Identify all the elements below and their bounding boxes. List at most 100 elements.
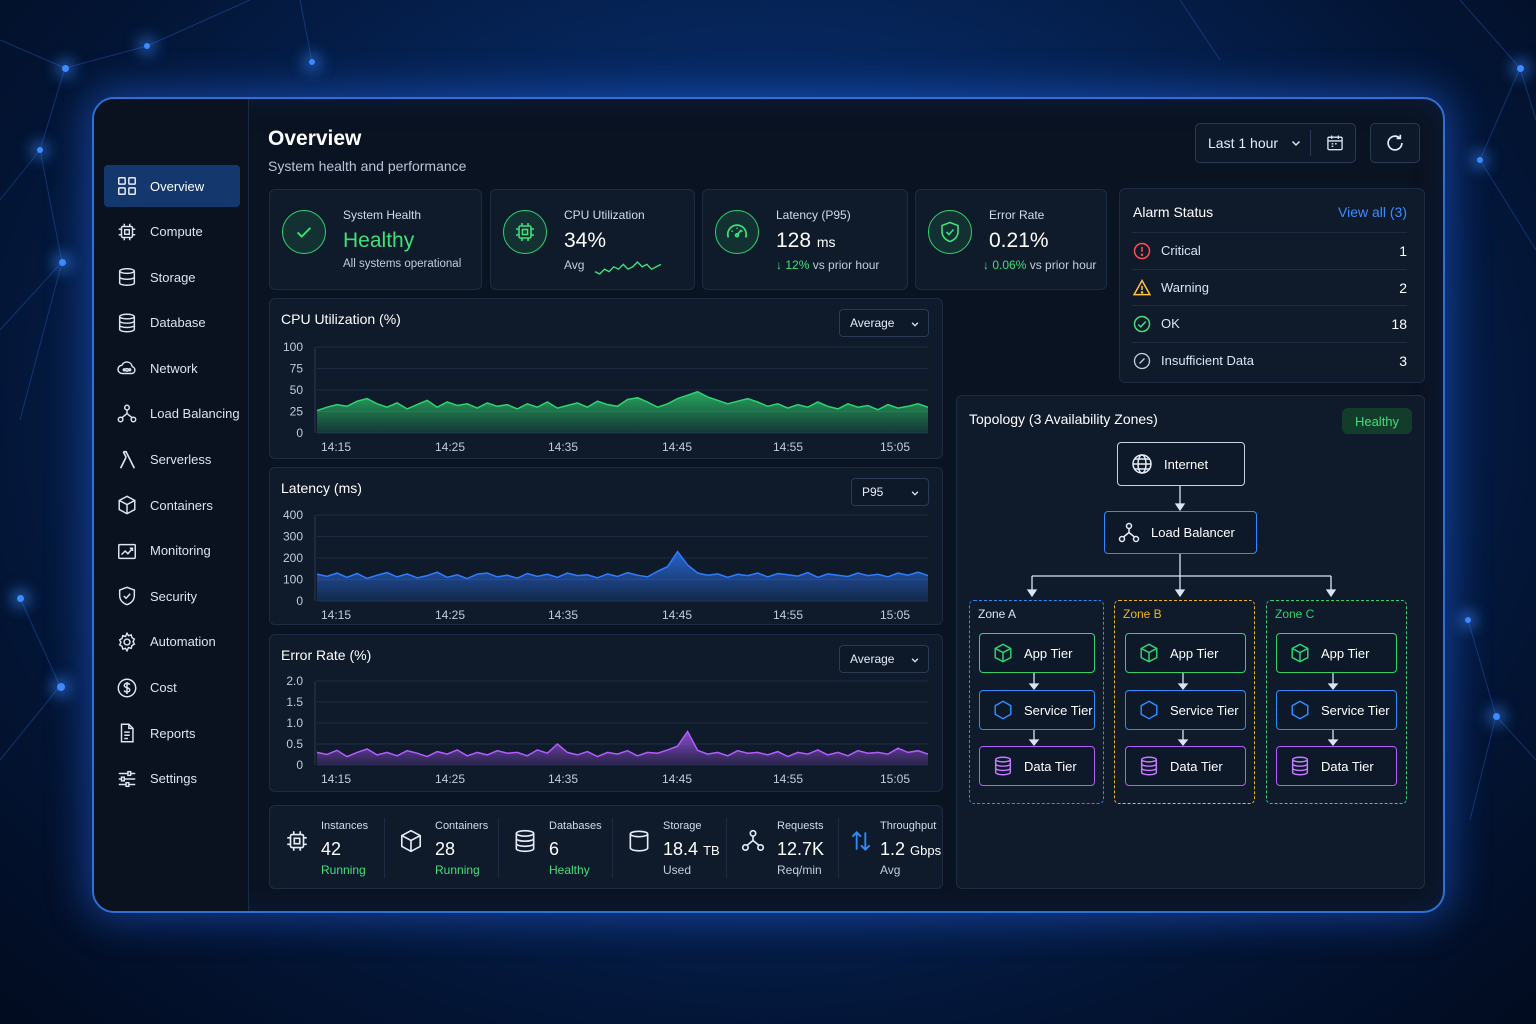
area-fill	[317, 731, 928, 765]
kpi-label: CPU Utilization	[564, 208, 645, 222]
stat-databases[interactable]: Databases 6 Healthy	[498, 806, 612, 890]
series-line	[316, 729, 929, 758]
sidebar-item-label: Monitoring	[150, 543, 211, 559]
cube-icon	[118, 495, 136, 515]
stat-value: 42	[321, 839, 342, 859]
alarm-status-card: Alarm Status View all (3) Critical 1 War…	[1119, 188, 1425, 383]
load-balancer-node[interactable]: Load Balancer	[1104, 511, 1257, 554]
time-range-select[interactable]: Last 1 hour	[1195, 123, 1356, 163]
load-balancer-icon	[117, 404, 137, 423]
stat-storage[interactable]: Storage 18.4 TB Used	[612, 806, 726, 890]
latency-percentile-select[interactable]: P95	[851, 478, 929, 506]
hexagon-icon	[994, 700, 1012, 720]
alarm-row-warning[interactable]: Warning 2	[1132, 269, 1407, 305]
cpu-chart-plot: 100 75 50 25 0 14:15 14:25 14:35 14:45 14:55 15:05	[283, 340, 929, 454]
zone-c-service-tier[interactable]: Service Tier	[1276, 690, 1397, 730]
x-tick-label: 14:55	[773, 772, 803, 786]
x-tick-label: 14:25	[435, 608, 465, 622]
gear-icon	[118, 631, 136, 653]
sidebar-item-cost[interactable]: Cost	[104, 667, 240, 709]
delta-arrow-icon: ↓	[983, 258, 989, 272]
stat-divider	[612, 818, 613, 878]
kpi-foot: All systems operational	[343, 258, 462, 270]
alarm-label: Insufficient Data	[1161, 353, 1254, 368]
zone-b-data-tier[interactable]: Data Tier	[1125, 746, 1246, 786]
zone-a-data-tier[interactable]: Data Tier	[979, 746, 1095, 786]
sidebar-item-compute[interactable]: Compute	[104, 211, 240, 253]
sidebar-item-security[interactable]: Security	[104, 575, 240, 617]
sidebar-item-overview[interactable]: Overview	[104, 165, 240, 207]
sidebar-item-label: Database	[150, 315, 206, 331]
x-tick-label: 14:35	[548, 608, 578, 622]
delta-arrow-icon: ↓	[776, 258, 782, 272]
alarm-row-ok[interactable]: OK 18	[1132, 305, 1407, 341]
kpi-delta-text: vs prior hour	[1029, 258, 1097, 272]
chevron-down-icon	[911, 322, 919, 327]
sidebar-item-load-balancing[interactable]: Load Balancing	[104, 393, 240, 435]
zone-c-data-tier[interactable]: Data Tier	[1276, 746, 1397, 786]
area-fill	[317, 391, 928, 433]
database-icon	[1291, 756, 1309, 776]
kpi-card-latency: Latency (P95) 128 ms ↓ 12% vs prior hour	[702, 189, 908, 290]
background-dot	[59, 259, 66, 266]
stat-throughput[interactable]: Throughput 1.2 Gbps Avg	[838, 806, 944, 890]
kpi-value-number: 128	[776, 229, 812, 252]
error-aggregation-select[interactable]: Average	[839, 645, 929, 673]
y-tick-label: 400	[283, 508, 303, 522]
kpi-label: System Health	[343, 208, 422, 222]
stat-label: Containers	[435, 820, 489, 832]
chip-icon	[118, 223, 136, 240]
kpi-card-cpu: CPU Utilization 34% Avg	[490, 189, 695, 290]
stat-foot: Healthy	[549, 863, 590, 877]
stat-containers[interactable]: Containers 28 Running	[384, 806, 498, 890]
sidebar-item-storage[interactable]: Storage	[104, 256, 240, 298]
background-dot	[144, 43, 150, 49]
cpu-aggregation-select[interactable]: Average	[839, 309, 929, 337]
stat-instances[interactable]: Instances 42 Running	[270, 806, 384, 890]
kpi-foot: Avg	[564, 258, 585, 272]
zone-a-app-tier[interactable]: App Tier	[979, 633, 1095, 673]
stat-divider	[384, 818, 385, 878]
background-dot	[1465, 617, 1471, 623]
alarm-row-critical[interactable]: Critical 1	[1132, 232, 1407, 268]
view-all-alarms-link[interactable]: View all (3)	[1338, 204, 1407, 220]
chart-title: Latency (ms)	[281, 480, 362, 496]
node-label: App Tier	[1321, 645, 1370, 661]
cube-icon	[400, 829, 422, 853]
chevron-down-icon	[911, 658, 919, 663]
x-tick-label: 14:45	[662, 440, 692, 454]
cube-icon	[1291, 643, 1309, 663]
zone-b-app-tier[interactable]: App Tier	[1125, 633, 1246, 673]
refresh-button[interactable]	[1370, 123, 1420, 163]
kpi-label: Latency (P95)	[776, 208, 851, 222]
sparkline-line	[594, 261, 662, 275]
calendar-icon[interactable]	[1325, 133, 1345, 153]
sidebar-item-monitoring[interactable]: Monitoring	[104, 530, 240, 572]
database-icon	[515, 829, 535, 853]
internet-node[interactable]: Internet	[1117, 442, 1245, 486]
sidebar-item-reports[interactable]: Reports	[104, 712, 240, 754]
y-tick-label: 0	[296, 426, 303, 440]
stat-requests[interactable]: Requests 12.7K Req/min	[726, 806, 838, 890]
dollar-icon	[117, 678, 137, 697]
sidebar-item-containers[interactable]: Containers	[104, 484, 240, 526]
zone-a-service-tier[interactable]: Service Tier	[979, 690, 1095, 730]
sidebar-item-settings[interactable]: Settings	[104, 758, 240, 800]
zone-c-app-tier[interactable]: App Tier	[1276, 633, 1397, 673]
sidebar-item-serverless[interactable]: Serverless	[104, 439, 240, 481]
x-tick-label: 15:05	[880, 772, 910, 786]
x-tick-label: 14:15	[321, 440, 351, 454]
sidebar-item-automation[interactable]: Automation	[104, 621, 240, 663]
alarm-label: OK	[1161, 316, 1180, 331]
kpi-value: 0.21%	[989, 229, 1049, 252]
alarm-row-insufficient-data[interactable]: Insufficient Data 3	[1132, 342, 1407, 378]
zone-b-service-tier[interactable]: Service Tier	[1125, 690, 1246, 730]
sidebar-item-network[interactable]: Network	[104, 347, 240, 389]
stat-label: Instances	[321, 820, 369, 832]
x-tick-label: 14:55	[773, 608, 803, 622]
stat-value: 1.2 Gbps	[880, 839, 941, 860]
y-tick-label: 1.0	[286, 716, 303, 730]
sidebar-item-database[interactable]: Database	[104, 302, 240, 344]
stat-foot: Running	[435, 863, 480, 877]
series-line	[316, 550, 929, 580]
